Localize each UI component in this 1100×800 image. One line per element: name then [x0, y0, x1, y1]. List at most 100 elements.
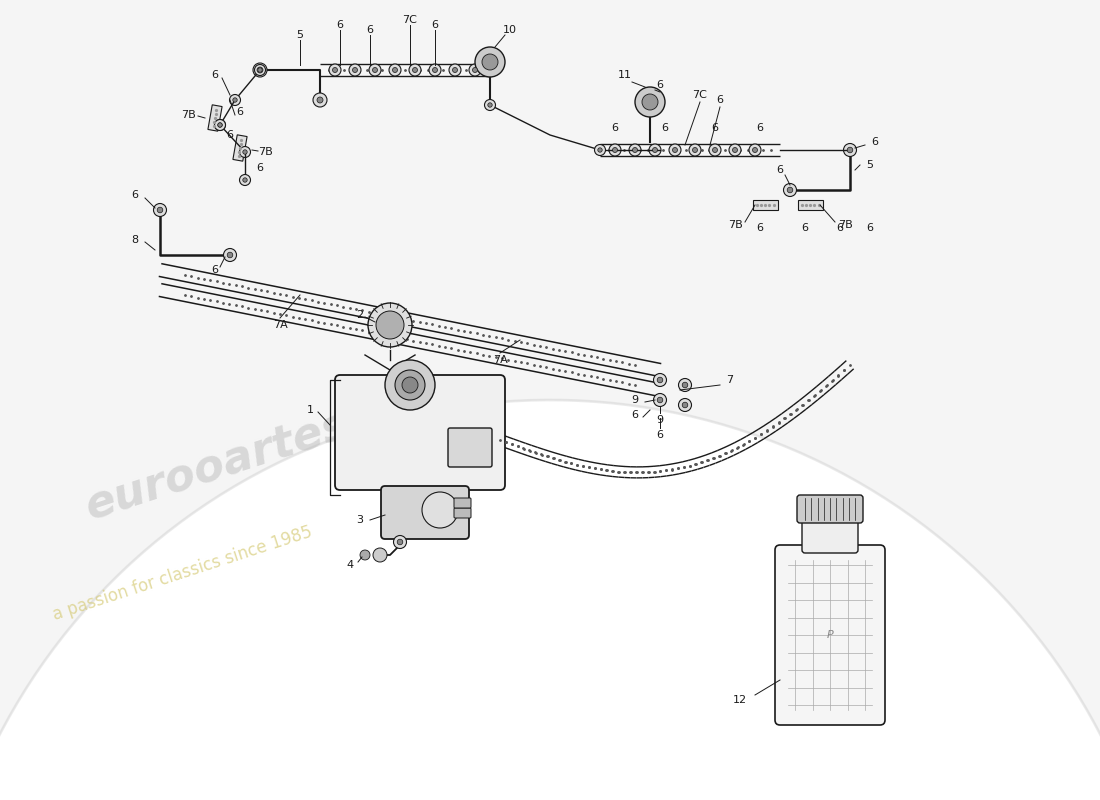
Circle shape [652, 147, 658, 153]
Text: 6: 6 [716, 95, 724, 105]
Circle shape [395, 370, 425, 400]
Text: 2: 2 [356, 310, 364, 320]
Circle shape [642, 94, 658, 110]
Circle shape [233, 98, 238, 102]
Circle shape [240, 174, 251, 186]
Circle shape [243, 178, 248, 182]
Circle shape [394, 535, 407, 549]
Circle shape [257, 68, 262, 72]
Circle shape [349, 64, 361, 76]
Circle shape [749, 144, 761, 156]
Circle shape [783, 183, 796, 197]
Text: 6: 6 [757, 123, 763, 133]
Circle shape [385, 360, 435, 410]
FancyBboxPatch shape [381, 486, 469, 539]
Circle shape [253, 63, 267, 77]
Circle shape [393, 67, 397, 73]
Circle shape [475, 47, 505, 77]
Circle shape [409, 64, 421, 76]
Text: 6: 6 [227, 130, 233, 140]
Circle shape [632, 147, 638, 153]
Circle shape [682, 402, 688, 408]
Circle shape [412, 67, 418, 73]
Text: 6: 6 [657, 430, 663, 440]
Text: 6: 6 [712, 123, 718, 133]
Circle shape [157, 207, 163, 213]
Circle shape [422, 492, 458, 528]
Circle shape [653, 374, 667, 386]
Circle shape [432, 67, 438, 73]
Text: 6: 6 [366, 25, 374, 35]
Circle shape [429, 64, 441, 76]
Circle shape [487, 102, 492, 107]
Circle shape [240, 146, 251, 158]
Text: 7A: 7A [493, 355, 507, 365]
Text: 6: 6 [612, 123, 618, 133]
Circle shape [672, 147, 678, 153]
Text: 6: 6 [777, 165, 783, 175]
Text: 10: 10 [503, 25, 517, 35]
FancyBboxPatch shape [776, 545, 886, 725]
Text: eurooartes: eurooartes [80, 403, 354, 529]
Circle shape [257, 67, 263, 73]
Text: 7C: 7C [403, 15, 417, 25]
Text: 6: 6 [256, 163, 264, 173]
Circle shape [228, 252, 233, 258]
Circle shape [693, 147, 697, 153]
Circle shape [397, 539, 403, 545]
Circle shape [788, 187, 793, 193]
Circle shape [314, 93, 327, 107]
Text: 6: 6 [657, 80, 663, 90]
Circle shape [368, 303, 412, 347]
Text: a passion for classics since 1985: a passion for classics since 1985 [50, 523, 315, 624]
Circle shape [368, 64, 381, 76]
Text: 6: 6 [431, 20, 439, 30]
Text: 7B: 7B [837, 220, 852, 230]
Text: 6: 6 [211, 265, 219, 275]
Text: 6: 6 [132, 190, 139, 200]
Text: 6: 6 [871, 137, 879, 147]
Circle shape [254, 65, 265, 75]
Text: 12: 12 [733, 695, 747, 705]
Text: 6: 6 [836, 223, 844, 233]
Circle shape [329, 64, 341, 76]
Text: 6: 6 [631, 410, 638, 420]
Circle shape [452, 67, 458, 73]
Circle shape [469, 64, 481, 76]
Circle shape [657, 378, 663, 383]
Polygon shape [752, 200, 778, 210]
Polygon shape [798, 200, 823, 210]
Circle shape [679, 378, 692, 391]
Circle shape [613, 147, 617, 153]
Circle shape [218, 122, 222, 127]
Polygon shape [233, 135, 248, 161]
Text: 8: 8 [131, 235, 139, 245]
Circle shape [373, 67, 377, 73]
Circle shape [223, 249, 236, 262]
Text: 1: 1 [307, 405, 314, 415]
Text: 7B: 7B [180, 110, 196, 120]
Circle shape [402, 377, 418, 393]
Text: 6: 6 [236, 107, 243, 117]
Circle shape [473, 67, 477, 73]
Text: 6: 6 [337, 20, 343, 30]
Circle shape [373, 548, 387, 562]
Circle shape [484, 99, 495, 110]
Text: 7A: 7A [273, 320, 287, 330]
Circle shape [230, 94, 241, 106]
FancyBboxPatch shape [336, 375, 505, 490]
Circle shape [317, 97, 323, 103]
Text: 7C: 7C [693, 90, 707, 100]
FancyBboxPatch shape [802, 517, 858, 553]
Circle shape [154, 203, 166, 217]
Circle shape [389, 64, 402, 76]
FancyBboxPatch shape [448, 428, 492, 467]
Circle shape [352, 67, 358, 73]
Text: 11: 11 [618, 70, 632, 80]
Circle shape [657, 397, 663, 403]
Circle shape [214, 119, 225, 130]
Text: 7B: 7B [257, 147, 273, 157]
Circle shape [218, 122, 222, 127]
Circle shape [653, 394, 667, 406]
Text: 7: 7 [726, 375, 734, 385]
